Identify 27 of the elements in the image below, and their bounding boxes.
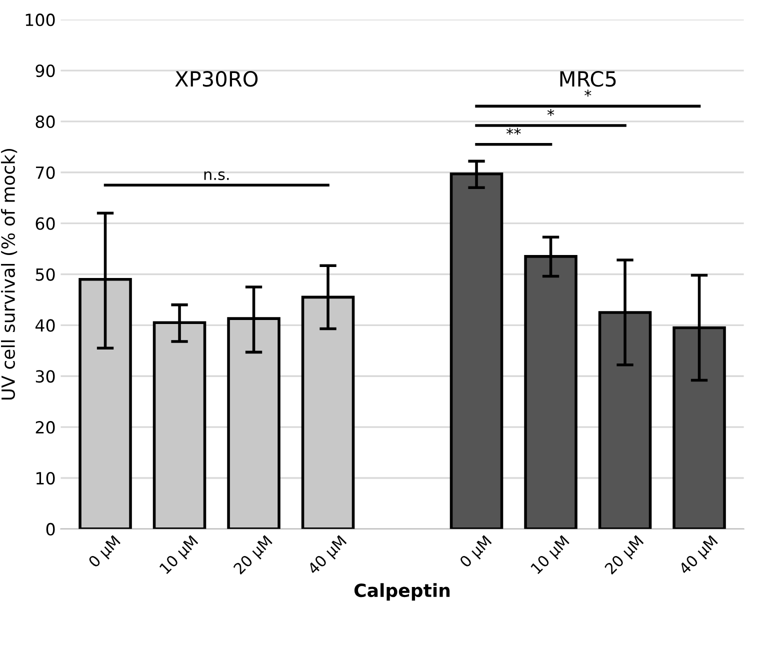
- x-tick-label: 0 µM: [88, 535, 123, 570]
- y-tick-label: 40: [35, 319, 55, 332]
- y-tick-label: 50: [36, 268, 55, 281]
- annotation: *: [547, 108, 554, 116]
- x-tick-label: 20 µM: [604, 535, 646, 577]
- annotation: **: [506, 128, 521, 135]
- y-tick-label: 100: [26, 14, 55, 26]
- x-axis-title: Calpeptin: [354, 583, 450, 601]
- annotation: *: [584, 90, 592, 97]
- y-tick-label: 30: [36, 370, 55, 383]
- y-tick-label: 20: [36, 421, 55, 434]
- annotation: MRC5: [560, 70, 616, 87]
- y-tick-label: 70: [36, 166, 55, 179]
- x-tick-label: 10 µM: [530, 535, 572, 576]
- y-axis-title: UV cell survival (% of mock): [1, 148, 18, 400]
- x-tick-label: 40 µM: [306, 535, 349, 578]
- annotation: XP30RO: [175, 70, 258, 87]
- y-tick-label: 60: [36, 217, 55, 230]
- annotation: n.s.: [204, 171, 229, 180]
- x-tick-label: 20 µM: [232, 535, 275, 577]
- y-tick-label: 80: [36, 115, 55, 128]
- x-tick-label: 10 µM: [158, 535, 200, 576]
- y-tick-label: 0: [46, 522, 55, 536]
- x-tick-label: 40 µM: [678, 535, 720, 578]
- y-tick-label: 10: [36, 472, 55, 485]
- x-tick-label: 0 µM: [458, 535, 494, 570]
- y-tick-label: 90: [36, 64, 55, 78]
